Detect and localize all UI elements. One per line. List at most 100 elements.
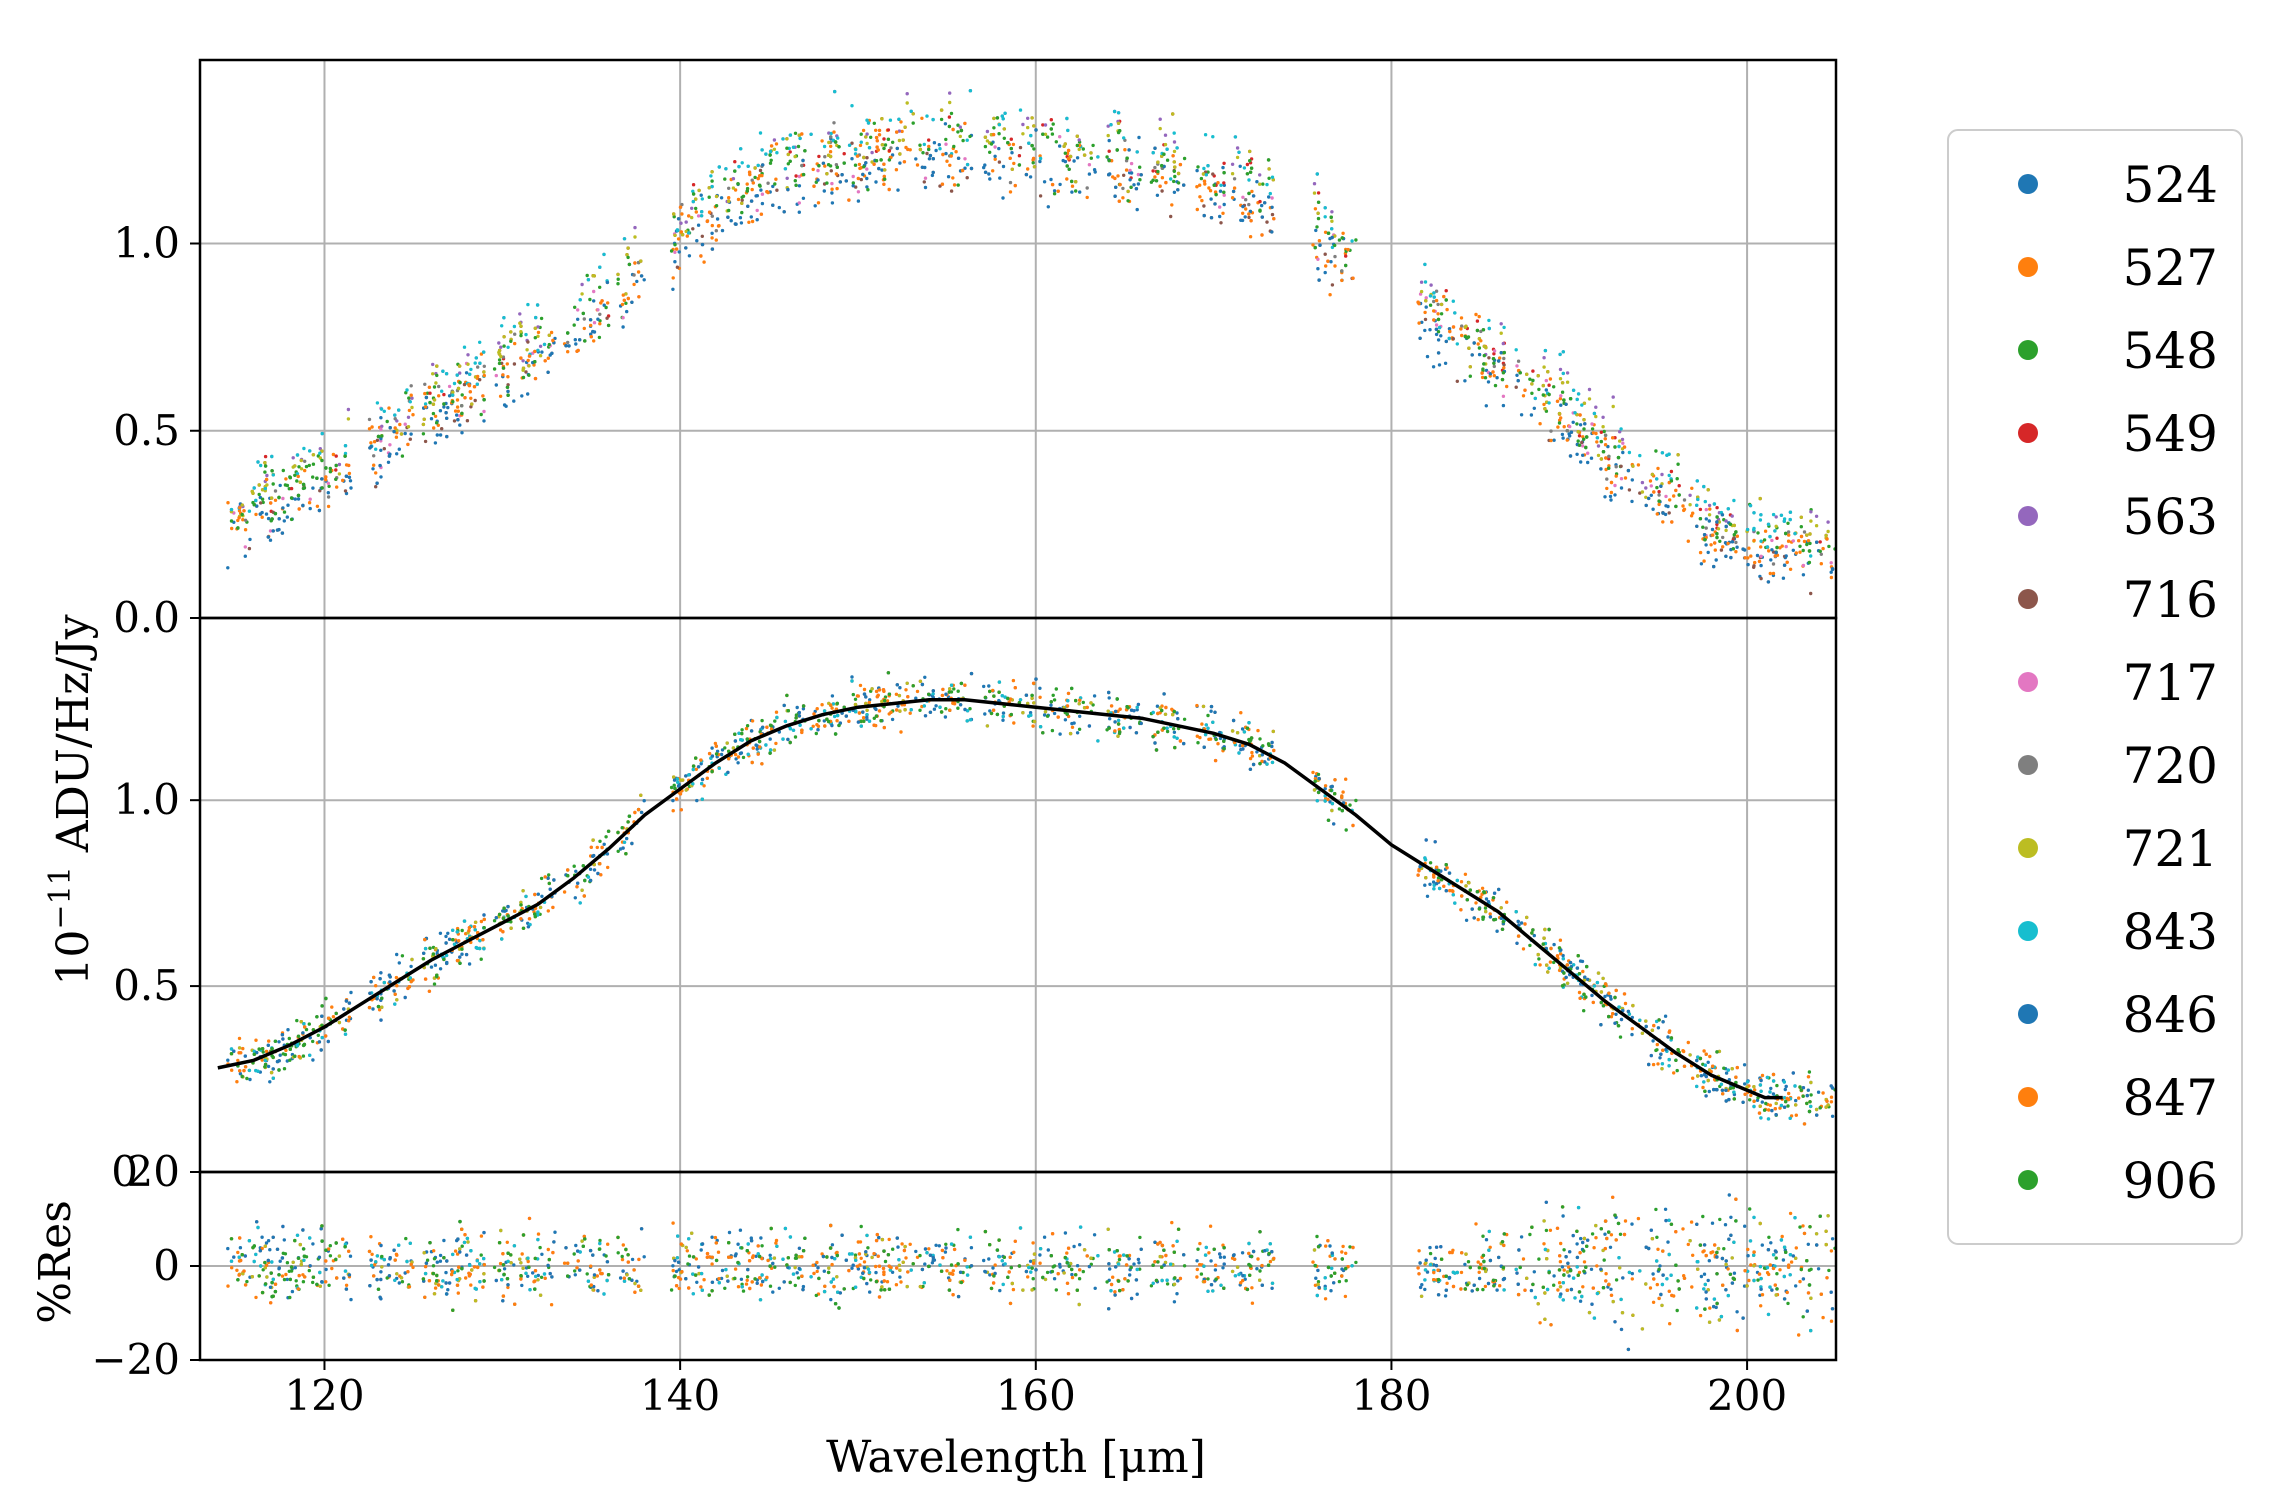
data-point-524	[1058, 732, 1062, 736]
data-point-524	[1783, 1087, 1788, 1092]
data-point-548	[859, 719, 863, 724]
residual-point-527	[549, 1303, 554, 1307]
residual-point-524	[1727, 1193, 1732, 1197]
data-point-563	[1158, 117, 1162, 121]
data-point-524	[1092, 694, 1097, 698]
data-point-527	[506, 375, 510, 379]
data-point-549	[1017, 154, 1022, 158]
data-point-524	[1561, 436, 1565, 440]
data-point-524	[1495, 376, 1499, 380]
data-point-548	[1138, 165, 1142, 169]
data-point-524	[822, 719, 826, 723]
data-point-527	[1480, 886, 1485, 890]
data-point-563	[1172, 140, 1177, 144]
residual-point-524	[988, 1273, 992, 1277]
data-point-527	[1208, 189, 1213, 193]
data-point-563	[1594, 405, 1598, 409]
data-point-548	[604, 835, 608, 839]
data-point-524	[1614, 1012, 1618, 1016]
data-point-524	[573, 896, 577, 900]
residual-point-548	[1590, 1232, 1595, 1236]
data-point-527	[1323, 784, 1328, 788]
residual-point-524	[1329, 1289, 1333, 1293]
data-point-527	[1689, 514, 1694, 518]
data-point-548	[492, 367, 497, 371]
residual-point-524	[822, 1269, 826, 1273]
residual-point-527	[1268, 1259, 1273, 1264]
data-point-524	[982, 684, 986, 689]
data-point-563	[870, 150, 874, 155]
residual-point-527	[230, 1266, 234, 1270]
residual-point-527	[520, 1252, 524, 1256]
residual-point-548	[1801, 1315, 1805, 1319]
data-point-527	[455, 405, 460, 409]
data-point-549	[1222, 161, 1226, 165]
data-point-563	[948, 91, 952, 95]
data-point-548	[956, 130, 960, 134]
data-point-524	[1552, 942, 1556, 947]
data-point-548	[316, 1033, 320, 1038]
data-point-716	[423, 439, 428, 444]
data-point-527	[498, 394, 503, 398]
data-point-524	[625, 836, 629, 841]
data-point-563	[897, 129, 902, 133]
residual-point-524	[1710, 1221, 1715, 1225]
residual-point-548	[1528, 1232, 1532, 1237]
data-point-524	[880, 168, 884, 172]
residual-point-524	[1707, 1259, 1712, 1263]
residual-point-524	[1706, 1278, 1710, 1283]
data-point-549	[1547, 383, 1551, 387]
residual-point-548	[883, 1259, 888, 1264]
data-point-524	[1666, 1035, 1670, 1039]
data-point-548	[968, 134, 972, 139]
data-point-527	[469, 396, 473, 400]
data-point-524	[1042, 180, 1047, 184]
residual-point-524	[1663, 1207, 1668, 1212]
data-point-548	[1722, 1066, 1726, 1070]
data-point-548	[598, 839, 602, 843]
data-point-524	[1240, 727, 1245, 731]
residual-point-524	[998, 1288, 1002, 1293]
data-point-563	[291, 456, 295, 460]
residual-point-524	[311, 1242, 315, 1246]
data-point-720	[1549, 429, 1553, 433]
residual-point-524	[1552, 1274, 1556, 1278]
data-point-716	[854, 185, 858, 189]
data-point-524	[536, 892, 540, 896]
data-point-524	[1477, 352, 1482, 357]
data-point-524	[1742, 1063, 1747, 1067]
data-point-716	[1627, 488, 1632, 492]
data-point-524	[1608, 494, 1613, 499]
data-point-524	[1428, 328, 1432, 332]
data-point-548	[282, 1067, 287, 1071]
data-point-548	[1701, 525, 1705, 529]
data-point-717	[673, 250, 677, 254]
data-point-527	[284, 1048, 288, 1053]
data-point-527	[1521, 394, 1526, 398]
data-point-524	[1699, 562, 1704, 566]
residual-point-548	[538, 1245, 542, 1250]
data-point-720	[1247, 202, 1251, 207]
data-point-524	[1769, 558, 1773, 562]
data-point-548	[479, 957, 483, 961]
data-point-720	[1605, 477, 1609, 481]
data-point-548	[869, 135, 873, 139]
residual-point-524	[1769, 1241, 1773, 1245]
data-point-527	[589, 323, 593, 328]
data-point-524	[1058, 182, 1062, 187]
residual-point-524	[1240, 1251, 1245, 1255]
data-point-717	[1218, 205, 1222, 209]
data-point-548	[872, 716, 876, 720]
data-point-527	[1595, 440, 1599, 444]
data-point-549	[1258, 199, 1262, 204]
data-point-527	[226, 501, 230, 505]
data-point-720	[393, 417, 397, 421]
data-point-527	[621, 293, 625, 297]
data-point-717	[379, 427, 383, 431]
data-point-716	[408, 437, 412, 441]
residual-point-527	[927, 1247, 931, 1251]
data-point-548	[492, 919, 497, 923]
data-point-563	[1429, 283, 1433, 287]
residual-point-524	[923, 1262, 927, 1266]
residual-point-548	[1045, 1270, 1050, 1275]
